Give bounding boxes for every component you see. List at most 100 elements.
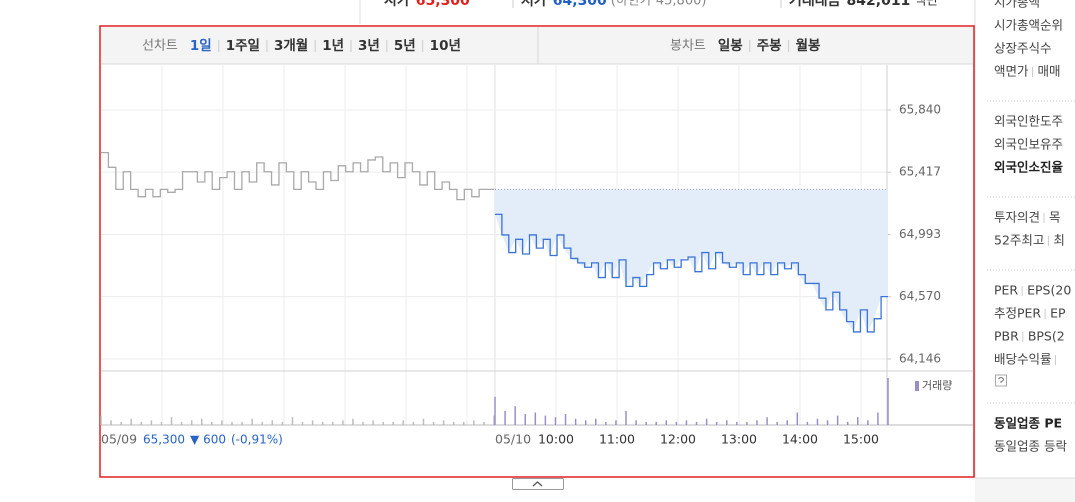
volume-bar bbox=[846, 421, 849, 425]
volume-bar bbox=[494, 396, 496, 425]
price-info: 65,300 bbox=[143, 433, 185, 447]
panel-text: 외국인한도주 bbox=[994, 114, 1063, 129]
x-tick-label: 14:00 bbox=[782, 432, 818, 447]
y-tick-label: 65,840 bbox=[899, 102, 941, 116]
panel-text: PBR bbox=[994, 329, 1019, 344]
volume-bar bbox=[514, 406, 516, 425]
volume-bar bbox=[685, 420, 688, 425]
panel-text: 목 bbox=[1049, 210, 1061, 225]
panel-text: EP bbox=[1050, 306, 1066, 321]
panel-text: 배당수익률 bbox=[994, 352, 1052, 367]
panel-footer bbox=[975, 478, 1075, 502]
x-tick-label: 15:00 bbox=[843, 432, 879, 447]
x-tick-label: 05/10 bbox=[495, 432, 531, 447]
volume-bar bbox=[231, 421, 233, 425]
collapse-button[interactable] bbox=[512, 478, 564, 490]
volume-bar bbox=[150, 420, 153, 425]
price-line bbox=[101, 151, 494, 201]
volume-bar bbox=[645, 421, 647, 425]
panel-text: 외국인소진율 bbox=[994, 160, 1064, 175]
panel-text: 52주최고 bbox=[994, 233, 1044, 248]
panel-text: 상장주식수 bbox=[994, 41, 1052, 56]
low-note: (하한가 45,800) bbox=[611, 0, 707, 9]
x-tick-label: 11:00 bbox=[599, 432, 635, 447]
volume-bar bbox=[412, 421, 415, 425]
volume-bar bbox=[534, 412, 537, 425]
volume-bar bbox=[392, 421, 394, 425]
period-tab[interactable]: 1일 bbox=[190, 38, 212, 54]
volume-bar bbox=[452, 421, 455, 425]
panel-text: 시가총액 bbox=[994, 0, 1040, 10]
volume-bar bbox=[705, 418, 708, 425]
volume-bar bbox=[655, 421, 657, 425]
volume-bar bbox=[826, 420, 829, 425]
volume-bar bbox=[615, 420, 617, 425]
volume-bar bbox=[867, 420, 869, 425]
volume-bar bbox=[342, 420, 344, 425]
volume-bar bbox=[432, 421, 435, 425]
volume-bar bbox=[524, 414, 526, 425]
x-tick-label: 13:00 bbox=[721, 432, 757, 447]
area-fill bbox=[495, 189, 888, 332]
volume-bar bbox=[170, 417, 173, 425]
volume-bar bbox=[221, 420, 223, 425]
volume-bar bbox=[635, 420, 637, 425]
volume-bar bbox=[241, 421, 243, 425]
tab-bar bbox=[101, 27, 973, 64]
low-label: 저가 bbox=[521, 0, 547, 9]
volume-bar bbox=[625, 410, 627, 425]
price-info: (-0,91%) bbox=[231, 433, 283, 447]
volume-bar bbox=[665, 420, 668, 425]
volume-bar bbox=[473, 420, 475, 425]
panel-text: 액면가 bbox=[994, 64, 1029, 79]
panel-text: 투자의견 bbox=[994, 210, 1040, 225]
volume-bar bbox=[554, 417, 557, 425]
volume-bar bbox=[776, 421, 778, 425]
volume-bar bbox=[857, 417, 859, 425]
period-tab[interactable]: 월봉 bbox=[796, 37, 821, 54]
period-tab[interactable]: 3년 bbox=[358, 38, 380, 54]
volume-bar bbox=[463, 421, 465, 425]
period-tab[interactable]: 3개월 bbox=[274, 37, 308, 54]
help-glyph[interactable] bbox=[998, 377, 1005, 384]
volume-bar bbox=[251, 418, 253, 425]
volume-bar bbox=[321, 421, 324, 425]
help-icon[interactable] bbox=[995, 374, 1007, 387]
volume-bar bbox=[201, 418, 203, 425]
volume-bar bbox=[726, 420, 728, 425]
panel-text: 매매 bbox=[1038, 64, 1061, 79]
collapse-box[interactable] bbox=[512, 478, 564, 490]
volume-bar bbox=[766, 417, 768, 425]
volume-bar bbox=[816, 418, 819, 425]
amount-value: 842,011 bbox=[847, 0, 911, 9]
volume-bar bbox=[564, 414, 567, 425]
period-tab[interactable]: 1주일 bbox=[226, 38, 260, 54]
tab-group-label: 선차트 bbox=[142, 39, 178, 54]
volume-bar bbox=[362, 421, 364, 425]
legend-swatch bbox=[915, 381, 919, 391]
collapse-icon[interactable] bbox=[532, 481, 543, 487]
period-tab[interactable]: 주봉 bbox=[757, 38, 782, 54]
period-tab[interactable]: 일봉 bbox=[718, 38, 743, 54]
volume-bar bbox=[796, 412, 799, 425]
volume-bar bbox=[120, 421, 122, 425]
volume-bar bbox=[756, 420, 758, 425]
legend-label: 거래량 bbox=[922, 379, 952, 392]
period-tab[interactable]: 10년 bbox=[430, 38, 461, 54]
y-tick-label: 64,146 bbox=[899, 351, 941, 365]
volume-bar bbox=[190, 420, 193, 425]
volume-bar bbox=[836, 415, 839, 425]
volume-bar bbox=[504, 410, 506, 425]
x-tick-label: 10:00 bbox=[538, 432, 574, 447]
y-tick-label: 64,993 bbox=[899, 227, 941, 241]
volume-bar bbox=[211, 421, 213, 425]
x-tick-label: 05/09 bbox=[101, 432, 137, 447]
volume-bar bbox=[301, 421, 304, 425]
volume-bar bbox=[261, 421, 263, 425]
y-tick-label: 65,417 bbox=[899, 165, 941, 179]
panel-text: 최 bbox=[1053, 233, 1065, 248]
period-tab[interactable]: 5년 bbox=[394, 38, 416, 54]
period-tab[interactable]: 1년 bbox=[322, 38, 344, 54]
x-tick-label: 12:00 bbox=[660, 432, 696, 447]
